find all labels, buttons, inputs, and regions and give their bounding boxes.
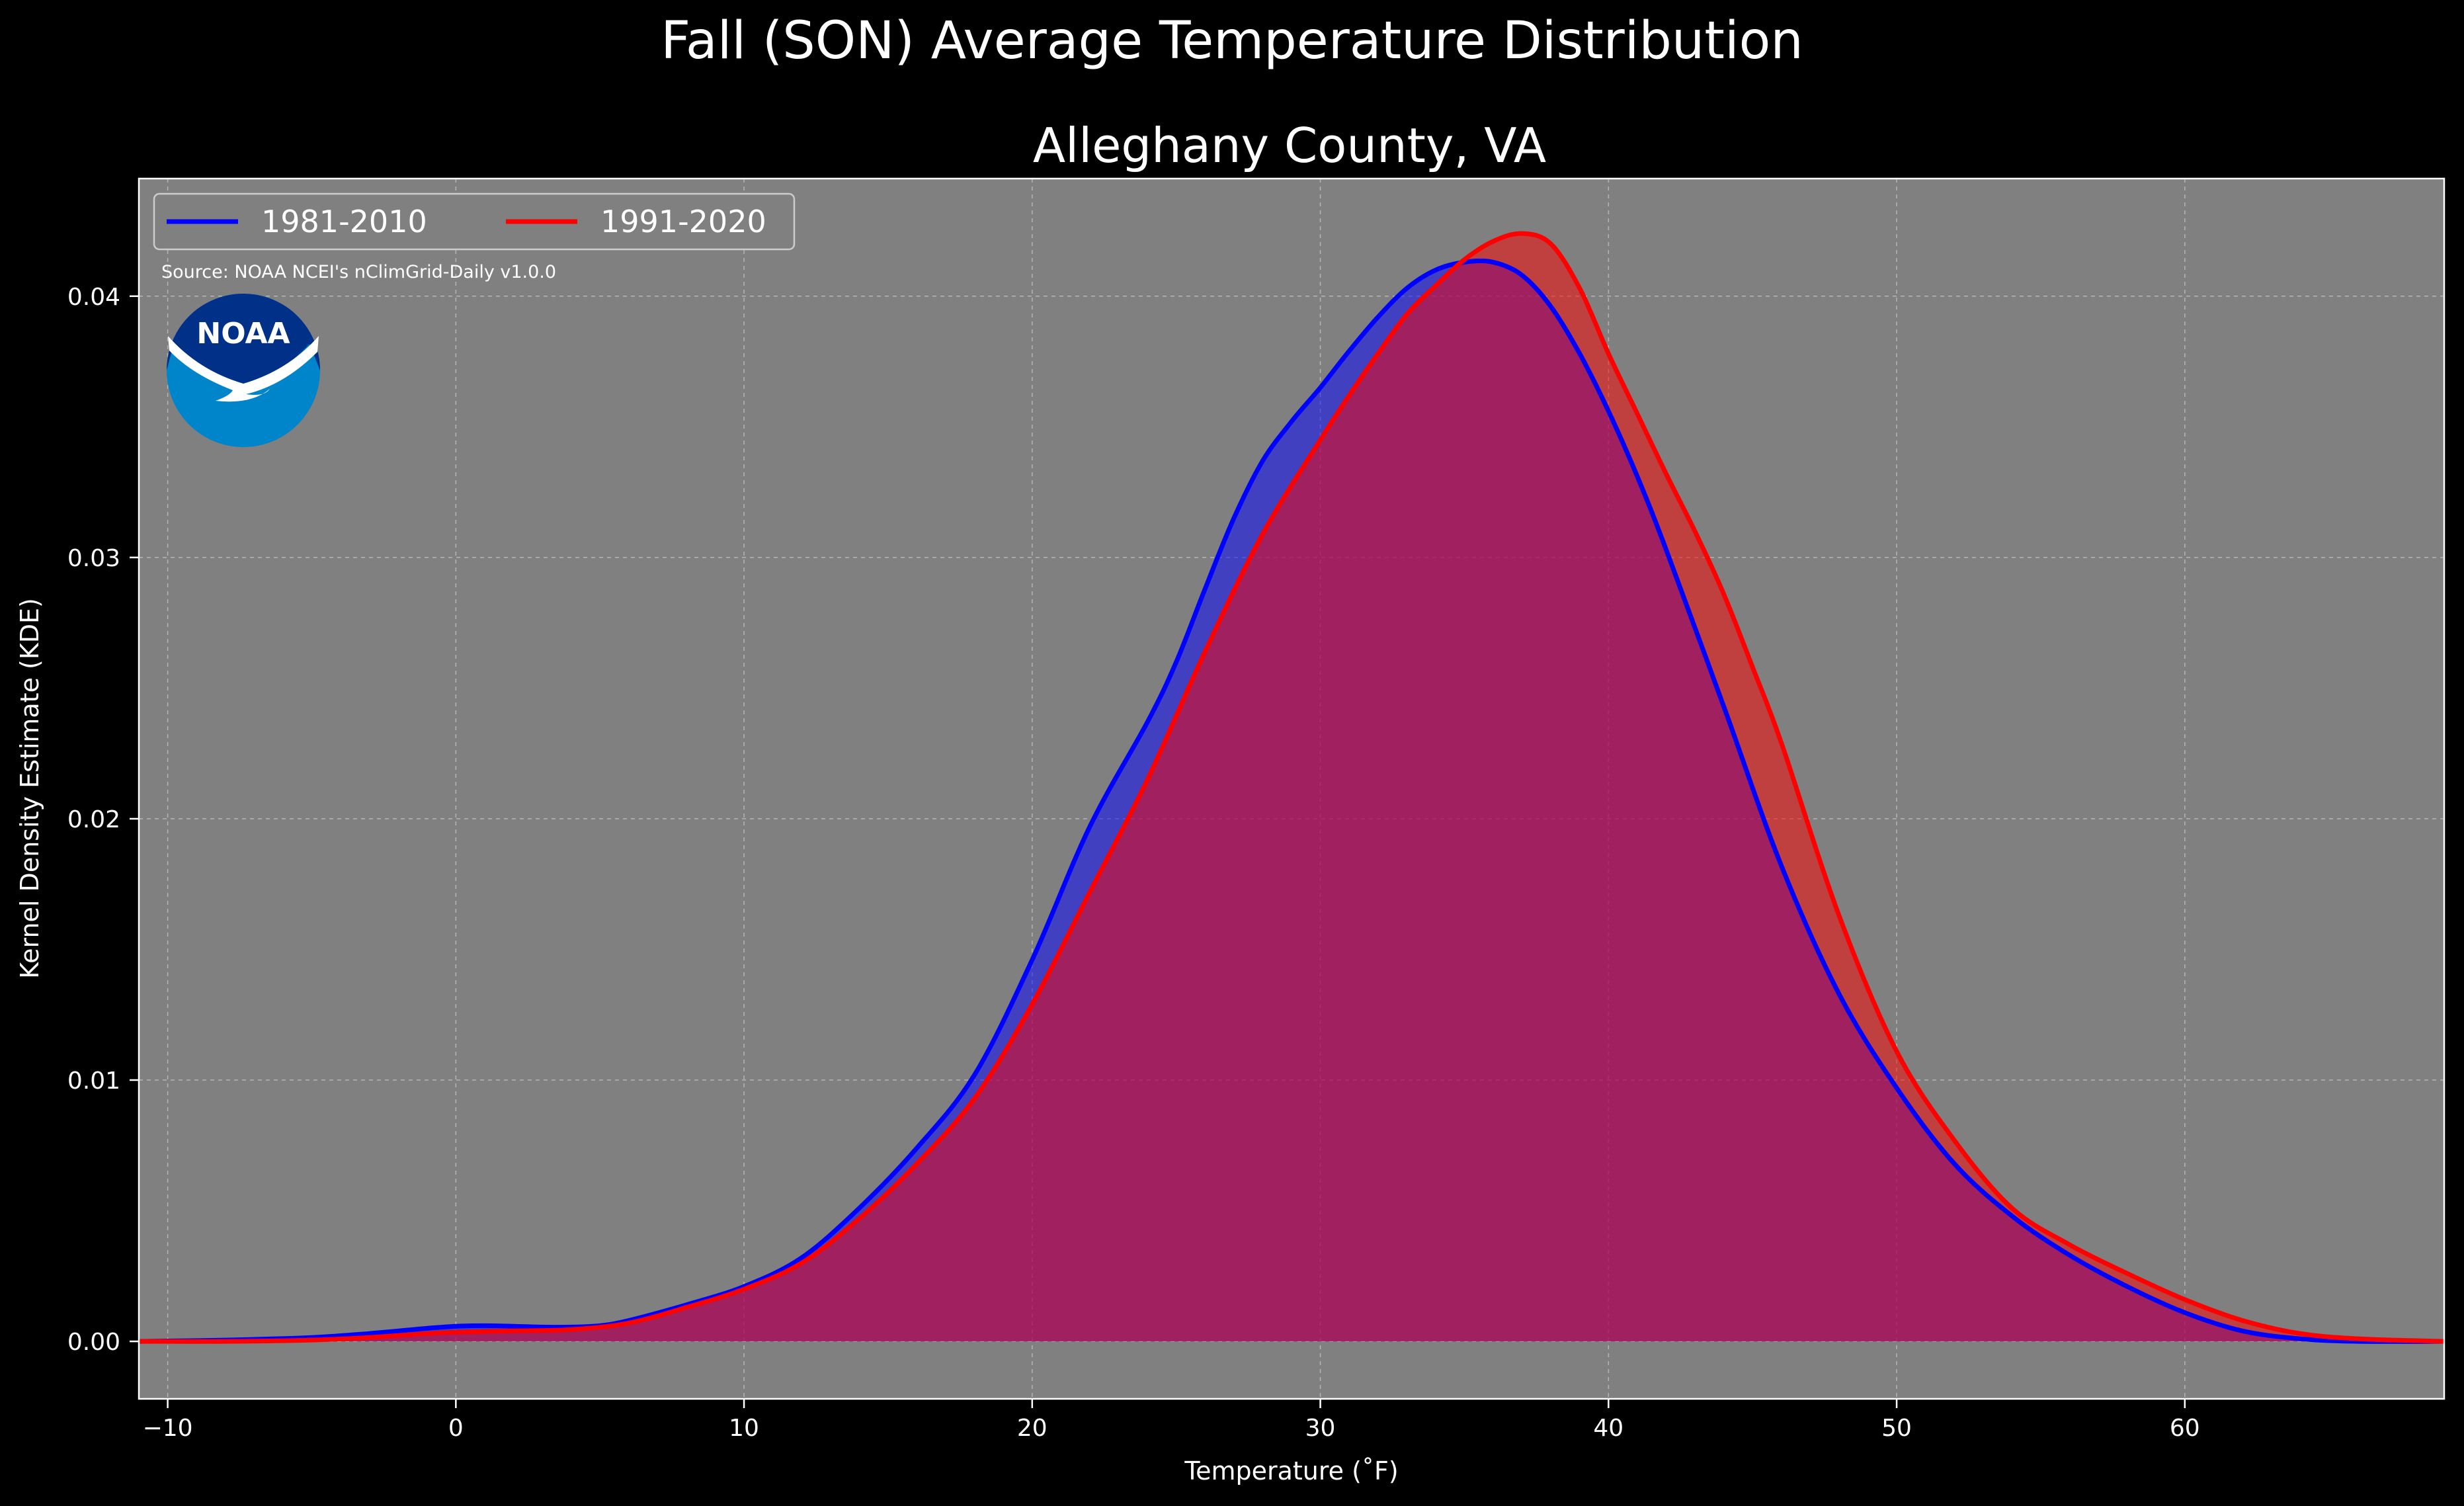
- x-tick-label-30: 30: [1305, 1415, 1336, 1442]
- figure-title: Fall (SON) Average Temperature Distribut…: [661, 11, 1803, 71]
- legend-frame: [153, 192, 796, 251]
- y-tick-label-0-01: 0.01: [67, 1067, 120, 1095]
- x-tick-label-10: 10: [729, 1415, 759, 1442]
- x-tick-label-10: −10: [143, 1415, 193, 1442]
- y-tick-label-0-04: 0.04: [67, 284, 120, 311]
- x-tick-label-20: 20: [1017, 1415, 1047, 1442]
- series-area-1991-2020: [139, 233, 2444, 1342]
- y-tick-label-0-02: 0.02: [67, 806, 120, 833]
- x-tick-label-40: 40: [1593, 1415, 1623, 1442]
- legend: 1981-2010 1991-2020: [153, 192, 796, 251]
- x-axis: −10 0 10 20 30 40 50 60: [143, 1399, 2200, 1442]
- legend-label-1991-2020: 1991-2020: [600, 204, 766, 239]
- y-axis-label: Kernel Density Estimate (KDE): [15, 598, 44, 979]
- source-note: Source: NOAA NCEI's nClimGrid-Daily v1.0…: [161, 262, 556, 282]
- x-axis-label: Temperature (˚F): [1184, 1456, 1398, 1485]
- plot-frame: [138, 177, 2445, 1400]
- y-tick-label-0-03: 0.03: [67, 545, 120, 572]
- chart-title: Alleghany County, VA: [1033, 118, 1546, 173]
- legend-label-1981-2010: 1981-2010: [261, 204, 427, 239]
- y-axis: 0.00 0.01 0.02 0.03 0.04: [67, 284, 139, 1356]
- x-tick-label-50: 50: [1881, 1415, 1912, 1442]
- series-line-1991-2020: [138, 231, 2445, 1344]
- series-layer: [138, 231, 2445, 1344]
- x-tick-label-60: 60: [2170, 1415, 2200, 1442]
- noaa-logo-text: NOAA: [196, 317, 290, 351]
- x-tick-label-0: 0: [448, 1415, 464, 1442]
- y-tick-label-0-00: 0.00: [67, 1329, 120, 1356]
- noaa-logo: NOAA: [167, 294, 320, 447]
